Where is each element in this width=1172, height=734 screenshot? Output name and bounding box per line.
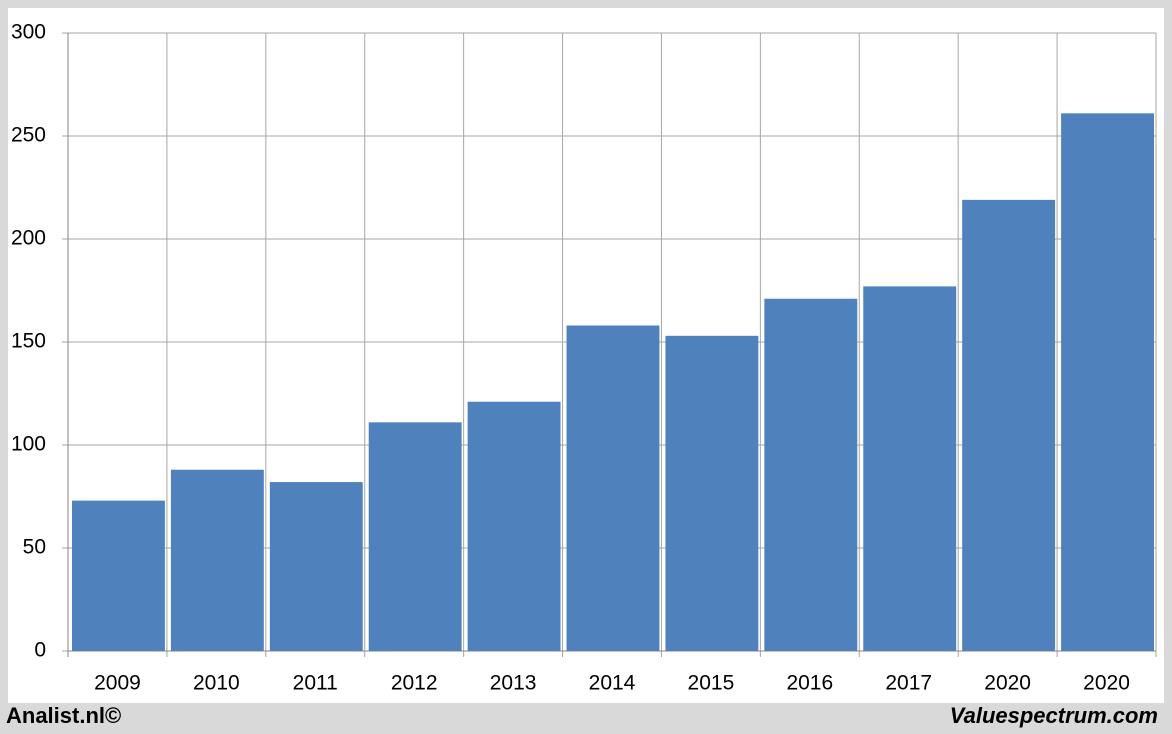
y-tick-label: 300: [11, 21, 46, 44]
x-tick-label: 2020: [984, 672, 1031, 695]
y-tick-label: 150: [11, 330, 46, 353]
credit-right: Valuespectrum.com: [950, 703, 1158, 728]
x-tick-label: 2011: [293, 672, 338, 695]
bar: [764, 298, 858, 651]
y-tick-label: 50: [23, 536, 46, 559]
y-tick-label: 0: [34, 639, 46, 662]
x-tick-label: 2012: [391, 672, 438, 695]
bar: [72, 500, 165, 651]
x-tick-label: 2017: [885, 672, 932, 695]
x-tick-label: 2014: [589, 672, 636, 695]
bar: [1061, 113, 1154, 652]
x-tick-label: 2015: [688, 672, 735, 695]
x-tick-label: 2013: [490, 672, 537, 695]
bar: [665, 335, 759, 651]
x-tick-label: 2009: [94, 672, 141, 695]
y-tick-label: 250: [11, 124, 46, 147]
bar: [269, 482, 363, 651]
x-tick-label: 2020: [1083, 672, 1130, 695]
x-tick-label: 2010: [193, 672, 240, 695]
credit-left: Analist.nl©: [6, 703, 121, 728]
y-tick-label: 200: [11, 227, 46, 250]
bar: [566, 325, 660, 651]
y-tick-label: 100: [11, 433, 46, 456]
bar: [962, 199, 1056, 652]
bar: [467, 401, 561, 651]
x-tick-label: 2016: [786, 672, 833, 695]
bar: [368, 422, 462, 651]
bar: [170, 469, 264, 651]
bar: [863, 286, 957, 651]
